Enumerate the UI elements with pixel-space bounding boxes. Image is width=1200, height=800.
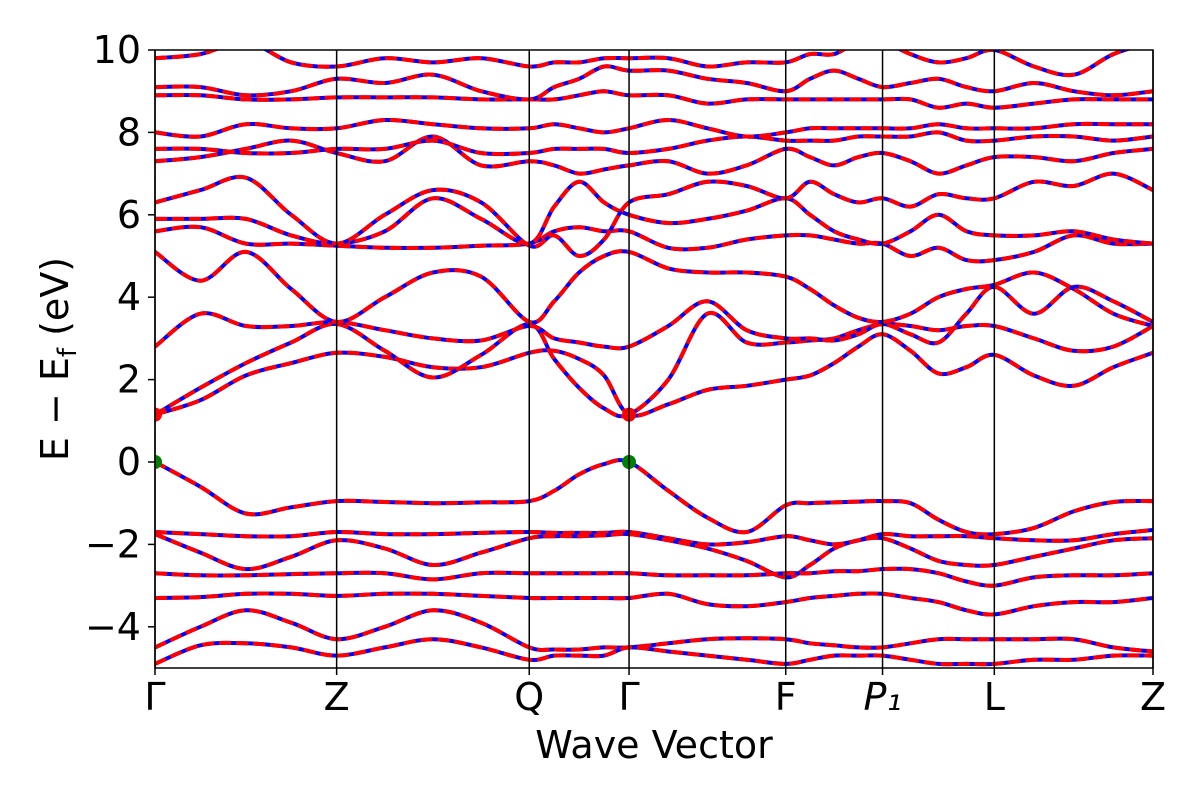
x-tick-label: P₁ [863, 675, 901, 719]
band-line-dashed [155, 284, 1153, 351]
x-tick-label: Q [514, 675, 544, 719]
band-line-dashed [155, 249, 1153, 328]
band-line-dashed [155, 332, 1153, 418]
band-line-dashed [155, 64, 1153, 102]
band-line [155, 117, 1153, 139]
band-line [155, 458, 1153, 537]
band-line-dashed [155, 179, 1153, 246]
band-line [155, 608, 1153, 654]
y-tick-label: 10 [93, 28, 141, 72]
band-line-dashed [155, 310, 1153, 419]
y-axis-label: E − Ef (eV) [33, 257, 83, 461]
band-line-dashed [155, 637, 1153, 667]
band-line-dashed [155, 224, 1153, 264]
x-tick-label: Z [324, 675, 350, 719]
band-line-dashed [155, 591, 1153, 617]
band-line-dashed [155, 130, 1153, 157]
y-tick-label: 8 [117, 110, 141, 154]
x-tick-label: Γ [144, 675, 165, 719]
band-line-dashed [155, 458, 1153, 537]
y-tick-label: 4 [117, 275, 141, 319]
y-label-main: E − E [33, 357, 77, 461]
band-line-dashed [155, 531, 1153, 580]
band-line-dashed [155, 89, 1153, 110]
y-tick-label: 6 [117, 193, 141, 237]
band-line [155, 179, 1153, 246]
band-line-dashed [155, 171, 1153, 258]
plot-area [155, 50, 1153, 667]
band-line [155, 332, 1153, 418]
y-label-unit: (eV) [33, 257, 77, 348]
y-tick-label: −2 [85, 522, 141, 566]
band-line-dashed [155, 134, 1153, 176]
y-tick-label: −4 [85, 605, 141, 649]
band-line-dashed [155, 528, 1153, 547]
y-tick-label: 2 [117, 358, 141, 402]
band-edge-marker [155, 455, 162, 469]
x-axis-label: Wave Vector [535, 723, 773, 767]
y-label-sub: f [53, 347, 83, 357]
band-edge-marker [155, 407, 162, 422]
x-tick-label: Γ [618, 675, 639, 719]
band-line [155, 284, 1153, 351]
band-line-dashed [155, 50, 1132, 78]
x-tick-label: Z [1140, 675, 1166, 719]
x-tick-label: L [984, 675, 1005, 719]
y-tick-label: 0 [117, 440, 141, 484]
x-tick-label: F [775, 675, 797, 719]
band-line-dashed [155, 566, 1153, 588]
band-line-dashed [155, 608, 1153, 654]
